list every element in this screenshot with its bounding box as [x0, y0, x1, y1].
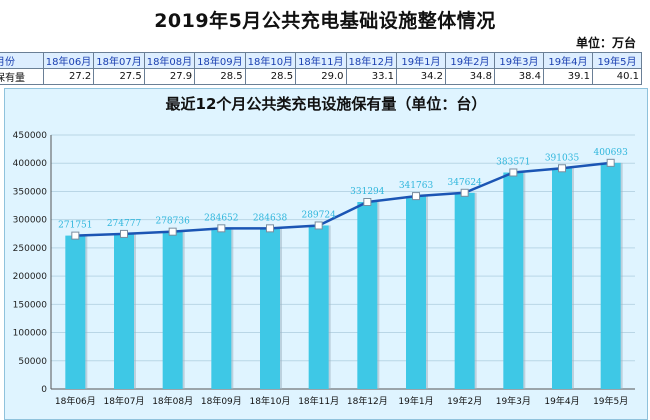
series-marker	[266, 224, 274, 233]
y-tick-label: 150000	[13, 300, 48, 310]
table-month-cell: 18年10月	[244, 52, 297, 69]
x-tick-label: 18年07月	[104, 395, 145, 407]
table-value-cell: 40.1	[591, 68, 643, 85]
table-row-header-month: 月份	[0, 52, 44, 69]
bar	[503, 172, 524, 389]
table-month-cell: 19年3月	[493, 52, 544, 69]
y-tick-label: 350000	[13, 187, 48, 197]
series-marker	[606, 158, 615, 167]
bar	[65, 235, 86, 389]
unit-label: 单位：万台	[575, 36, 636, 50]
chart-title: 最近12个月公共类充电设施保有量（单位：台）	[165, 95, 487, 113]
series-line	[75, 161, 611, 237]
table-value-cell: 27.5	[93, 68, 145, 85]
table-value-cell: 28.5	[194, 68, 246, 85]
bar	[260, 228, 280, 389]
bar	[357, 202, 378, 389]
data-label: 284652	[204, 213, 238, 223]
table-value-cell: 28.5	[244, 68, 297, 85]
y-tick-label: 100000	[13, 329, 48, 339]
data-label: 391035	[545, 153, 580, 163]
y-tick-label: 450000	[13, 131, 48, 141]
table-month-cell: 19年2月	[444, 52, 495, 69]
data-table: 月份 18年06月18年07月18年08月18年09月18年10月18年11月1…	[0, 52, 643, 85]
data-label: 289724	[301, 210, 336, 220]
y-tick-label: 50000	[18, 357, 47, 367]
table-header-row: 月份 18年06月18年07月18年08月18年09月18年10月18年11月1…	[0, 52, 643, 69]
y-tick-label: 250000	[13, 244, 48, 254]
series-marker	[509, 168, 518, 177]
x-tick-label: 18年11月	[298, 395, 339, 407]
data-label: 400693	[593, 148, 628, 158]
chart-svg: 0 50000 100000 150000 200000 250000 300000 3500…	[13, 131, 635, 407]
x-tick-label: 19年1月	[398, 395, 433, 407]
table-month-cell: 19年1月	[395, 52, 446, 69]
x-tick-label: 18年09月	[201, 395, 242, 407]
bar	[114, 233, 134, 389]
series-marker	[363, 198, 372, 207]
table-value-row: 保有量 27.227.527.928.528.529.033.134.234.8…	[0, 68, 643, 85]
data-label: 271751	[58, 221, 92, 231]
x-tick-label: 19年3月	[496, 395, 531, 407]
data-label: 331294	[350, 187, 385, 197]
table-month-cell: 19年5月	[591, 52, 643, 69]
bar	[600, 162, 621, 389]
x-tick-label: 18年08月	[152, 395, 193, 407]
table-value-cell: 27.9	[143, 68, 196, 85]
table-value-cell: 29.0	[295, 68, 347, 85]
bar	[308, 225, 329, 389]
bar	[454, 192, 475, 389]
x-tick-label: 18年06月	[55, 395, 96, 407]
x-tick-label: 18年10月	[250, 395, 291, 407]
data-label: 383571	[496, 157, 530, 167]
table-month-cell: 18年06月	[42, 52, 95, 69]
series-marker	[314, 221, 323, 230]
y-tick-label: 400000	[13, 159, 48, 169]
series-marker	[412, 192, 420, 201]
table-value-cell: 34.2	[395, 68, 446, 85]
table-value-cell: 33.1	[345, 68, 397, 85]
data-label: 278736	[155, 217, 190, 227]
table-row-header-count: 保有量	[0, 68, 44, 85]
data-label: 284638	[253, 213, 288, 223]
y-tick-label: 0	[41, 385, 47, 395]
table-value-cell: 39.1	[542, 68, 593, 85]
table-value-cell: 27.2	[42, 68, 95, 85]
series-marker	[460, 188, 469, 197]
table-month-cell: 18年11月	[295, 52, 347, 69]
table-month-cell: 18年12月	[345, 52, 397, 69]
series-marker	[168, 227, 177, 236]
bar	[211, 228, 232, 389]
data-label: 341763	[399, 181, 434, 191]
x-tick-label: 19年5月	[593, 395, 628, 407]
series-marker	[558, 164, 566, 173]
bar	[552, 168, 572, 389]
y-tick-label: 200000	[13, 272, 48, 282]
chart-panel: 最近12个月公共类充电设施保有量（单位：台） 0 50000 100000 15000…	[4, 88, 648, 420]
bar	[162, 231, 183, 389]
table-month-cell: 18年07月	[93, 52, 145, 69]
series-marker	[217, 224, 226, 233]
series-marker	[120, 229, 128, 238]
table-value-cell: 38.4	[493, 68, 544, 85]
table-value-cell: 34.8	[444, 68, 495, 85]
data-label: 347624	[447, 178, 482, 188]
table-month-cell: 19年4月	[542, 52, 593, 69]
table-month-cell: 18年09月	[194, 52, 246, 69]
x-tick-label: 19年2月	[447, 395, 482, 407]
x-tick-label: 19年4月	[544, 395, 579, 407]
bar	[406, 196, 426, 389]
x-tick-label: 18年12月	[347, 395, 388, 407]
y-tick-label: 300000	[13, 216, 48, 226]
page-title: 2019年5月公共充电基础设施整体情况	[154, 10, 496, 32]
series-marker	[71, 231, 80, 240]
table-month-cell: 18年08月	[143, 52, 196, 69]
data-label: 274777	[107, 219, 142, 229]
